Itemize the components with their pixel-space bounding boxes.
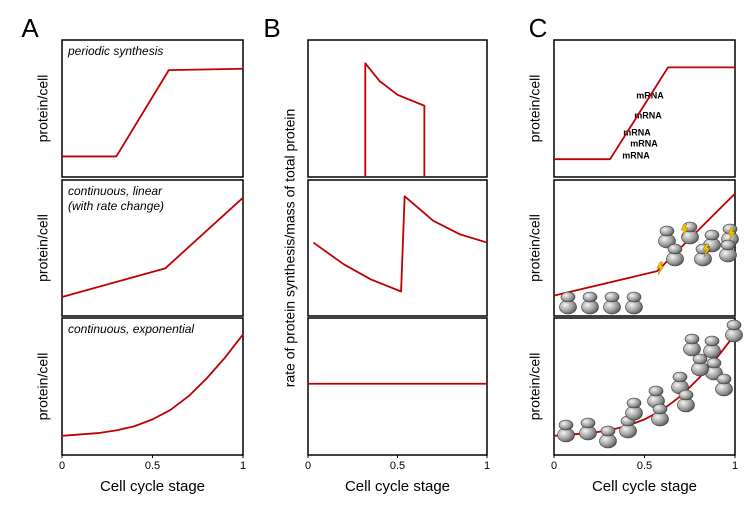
- x-tick-label: 0.5: [145, 460, 160, 472]
- y-axis-label: rate of protein synthesis/mass of total …: [282, 109, 298, 388]
- ribosome-small: [560, 291, 576, 303]
- ribosome-icon: [557, 419, 575, 443]
- plot-frame: [307, 317, 488, 456]
- ribosome-small: [678, 389, 694, 401]
- panel-label: A: [21, 13, 39, 43]
- ribosome-icon: [579, 417, 597, 441]
- y-axis-label: protein/cell: [35, 75, 51, 143]
- x-tick-label: 0: [305, 460, 311, 472]
- x-tick-label: 0.5: [390, 460, 405, 472]
- lightning-icon: [680, 223, 689, 238]
- y-axis-label: protein/cell: [527, 214, 543, 282]
- ribosome-icon: [703, 335, 721, 359]
- x-tick-label: 0: [551, 460, 557, 472]
- ribosome-small: [626, 397, 642, 409]
- ribosome-small: [672, 371, 688, 383]
- ribosome-small: [648, 385, 664, 397]
- annotation: (with rate change): [68, 199, 164, 213]
- ribosome-icon: [683, 333, 701, 357]
- x-axis-label: Cell cycle stage: [592, 478, 697, 495]
- ribosome-small: [600, 425, 616, 437]
- ribosome-small: [704, 335, 720, 347]
- ribosome-small: [659, 225, 675, 237]
- ribosome-small: [604, 291, 620, 303]
- plot-frame: [553, 179, 736, 317]
- y-axis-label: protein/cell: [527, 353, 543, 421]
- y-axis-label: protein/cell: [527, 75, 543, 143]
- lightning-icon: [702, 243, 711, 258]
- mrna-label: mRNA: [623, 127, 651, 137]
- plot-frame: [307, 39, 488, 178]
- ribosome-small: [704, 229, 720, 241]
- ribosome-small: [580, 417, 596, 429]
- ribosome-icon: [603, 291, 621, 315]
- ribosome-icon: [694, 243, 712, 267]
- x-axis-label: Cell cycle stage: [345, 478, 450, 495]
- ribosome-icon: [671, 371, 689, 395]
- ribosome-small: [652, 403, 668, 415]
- ribosome-small: [626, 291, 642, 303]
- ribosome-small: [558, 419, 574, 431]
- mrna-label: mRNA: [622, 150, 650, 160]
- plot-frame: [553, 39, 736, 178]
- curve: [364, 62, 426, 177]
- plot-frame: [307, 179, 488, 317]
- ribosome-icon: [666, 243, 684, 267]
- mrna-label: mRNA: [634, 110, 662, 120]
- ribosome-small: [582, 291, 598, 303]
- panel-label: C: [529, 13, 548, 43]
- plot-frame: [61, 179, 244, 317]
- ribosome-small: [667, 243, 683, 255]
- plot-frame: [61, 39, 244, 178]
- ribosome-icon: [559, 291, 577, 315]
- mrna-label: mRNA: [630, 138, 658, 148]
- curve: [312, 195, 488, 293]
- x-tick-label: 1: [732, 460, 738, 472]
- ribosome-small: [692, 353, 708, 365]
- ribosome-icon: [677, 389, 695, 413]
- panel-label: B: [263, 13, 280, 43]
- ribosome-icon: [719, 239, 737, 263]
- ribosome-icon: [715, 373, 733, 397]
- ribosome-icon: [625, 397, 643, 421]
- curve: [61, 333, 244, 437]
- ribosome-icon: [599, 425, 617, 449]
- ribosome-icon: [625, 291, 643, 315]
- annotation: periodic synthesis: [67, 44, 163, 58]
- curve: [553, 192, 736, 297]
- ribosome-small: [720, 239, 736, 251]
- ribosome-icon: [651, 403, 669, 427]
- lightning-icon: [727, 227, 736, 242]
- ribosome-small: [706, 357, 722, 369]
- ribosome-icon: [725, 319, 743, 343]
- ribosome-small: [726, 319, 742, 331]
- x-tick-label: 0: [59, 460, 65, 472]
- y-axis-label: protein/cell: [35, 214, 51, 282]
- y-axis-label: protein/cell: [35, 353, 51, 421]
- curve: [554, 66, 735, 161]
- x-tick-label: 1: [240, 460, 246, 472]
- ribosome-icon: [691, 353, 709, 377]
- annotation: continuous, exponential: [68, 322, 194, 336]
- ribosome-small: [684, 333, 700, 345]
- curve: [61, 197, 244, 298]
- ribosome-icon: [581, 291, 599, 315]
- x-axis-label: Cell cycle stage: [100, 478, 205, 495]
- x-tick-label: 1: [484, 460, 490, 472]
- x-tick-label: 0.5: [637, 460, 652, 472]
- annotation: continuous, linear: [68, 184, 163, 198]
- ribosome-small: [716, 373, 732, 385]
- curve: [62, 67, 244, 158]
- lightning-icon: [656, 261, 665, 276]
